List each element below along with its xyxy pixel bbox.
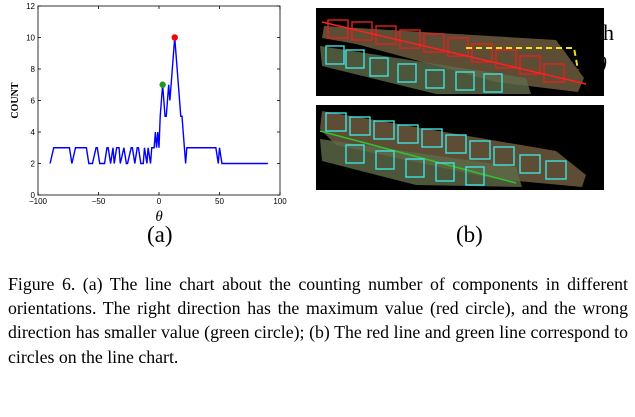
x-axis-label: θ <box>155 209 163 225</box>
text-detection-image-bottom <box>316 105 604 190</box>
height-brace <box>587 11 600 49</box>
height-annotation: h <box>603 20 614 45</box>
cyan-component-boxes-bottom <box>325 112 567 186</box>
y-tick-label: 2 <box>31 160 36 169</box>
plot-frame <box>37 5 281 196</box>
red-component-boxes <box>327 19 565 83</box>
red-orientation-line <box>321 21 587 85</box>
x-tick-label: 50 <box>215 197 224 206</box>
subfigure-a-label: (a) <box>147 222 173 247</box>
count-line-chart: −100 −50 0 50 100 0 2 4 6 8 10 12 θ COUNT <box>10 2 287 225</box>
text-detection-top-svg <box>320 19 587 94</box>
y-tick-label: 0 <box>31 191 36 200</box>
y-tick-label: 4 <box>31 128 36 137</box>
text-detection-bottom-svg <box>319 111 586 187</box>
y-tick-label: 12 <box>26 2 35 11</box>
subfigure-b-label: (b) <box>456 222 483 247</box>
cyan-component-boxes <box>325 45 503 93</box>
x-tick-label: 100 <box>273 197 287 206</box>
angle-annotation: θ <box>596 52 607 77</box>
y-tick-label: 10 <box>26 34 35 43</box>
figure-caption: Figure 6. (a) The line chart about the c… <box>8 274 628 367</box>
x-tick-label: −100 <box>29 197 48 206</box>
text-detection-image-top <box>316 8 604 96</box>
x-tick-label: 0 <box>157 197 162 206</box>
yellow-angle-guide <box>466 47 579 71</box>
text-band-upper <box>320 26 584 94</box>
x-tick-label: −50 <box>92 197 106 206</box>
count-series-line <box>49 37 268 165</box>
marker-green <box>159 81 166 88</box>
y-tick-label: 6 <box>31 97 36 106</box>
y-axis-label: COUNT <box>10 82 21 118</box>
y-tick-label: 8 <box>31 65 36 74</box>
max-marker-red <box>171 34 178 41</box>
